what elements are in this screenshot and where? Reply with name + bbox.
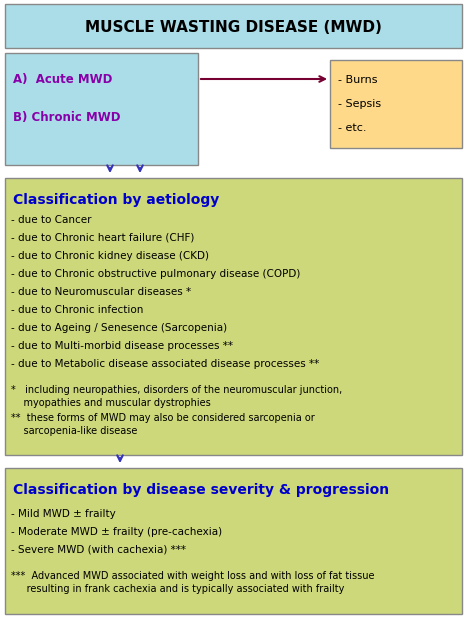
Bar — [5, 468, 462, 614]
Text: - due to Chronic infection: - due to Chronic infection — [11, 305, 143, 315]
Bar — [5, 4, 462, 48]
Text: - etc.: - etc. — [338, 123, 367, 133]
Text: A)  Acute MWD: A) Acute MWD — [13, 72, 113, 85]
Text: - Severe MWD (with cachexia) ***: - Severe MWD (with cachexia) *** — [11, 545, 186, 555]
Text: - Mild MWD ± frailty: - Mild MWD ± frailty — [11, 509, 116, 519]
Text: **  these forms of MWD may also be considered sarcopenia or: ** these forms of MWD may also be consid… — [11, 413, 315, 423]
Text: - due to Metabolic disease associated disease processes **: - due to Metabolic disease associated di… — [11, 359, 319, 369]
Text: Classification by disease severity & progression: Classification by disease severity & pro… — [13, 483, 389, 497]
Text: sarcopenia-like disease: sarcopenia-like disease — [11, 426, 137, 436]
Text: - Moderate MWD ± frailty (pre-cachexia): - Moderate MWD ± frailty (pre-cachexia) — [11, 527, 222, 537]
Text: - due to Ageing / Senesence (Sarcopenia): - due to Ageing / Senesence (Sarcopenia) — [11, 323, 227, 333]
Bar — [5, 53, 198, 165]
Text: MUSCLE WASTING DISEASE (MWD): MUSCLE WASTING DISEASE (MWD) — [85, 20, 382, 35]
Text: Classification by aetiology: Classification by aetiology — [13, 193, 219, 207]
Bar — [330, 60, 462, 148]
Text: resulting in frank cachexia and is typically associated with frailty: resulting in frank cachexia and is typic… — [11, 584, 344, 594]
Text: myopathies and muscular dystrophies: myopathies and muscular dystrophies — [11, 398, 211, 408]
Bar — [5, 178, 462, 455]
Text: ***  Advanced MWD associated with weight loss and with loss of fat tissue: *** Advanced MWD associated with weight … — [11, 571, 375, 581]
Text: B) Chronic MWD: B) Chronic MWD — [13, 111, 120, 124]
Text: - due to Cancer: - due to Cancer — [11, 215, 92, 225]
Text: - due to Multi-morbid disease processes **: - due to Multi-morbid disease processes … — [11, 341, 233, 351]
Text: - Sepsis: - Sepsis — [338, 99, 381, 109]
Text: - due to Chronic kidney disease (CKD): - due to Chronic kidney disease (CKD) — [11, 251, 209, 261]
Text: *   including neuropathies, disorders of the neuromuscular junction,: * including neuropathies, disorders of t… — [11, 385, 342, 395]
Text: - Burns: - Burns — [338, 75, 377, 85]
Text: - due to Chronic heart failure (CHF): - due to Chronic heart failure (CHF) — [11, 233, 194, 243]
Text: - due to Neuromuscular diseases *: - due to Neuromuscular diseases * — [11, 287, 191, 297]
Text: - due to Chronic obstructive pulmonary disease (COPD): - due to Chronic obstructive pulmonary d… — [11, 269, 300, 279]
